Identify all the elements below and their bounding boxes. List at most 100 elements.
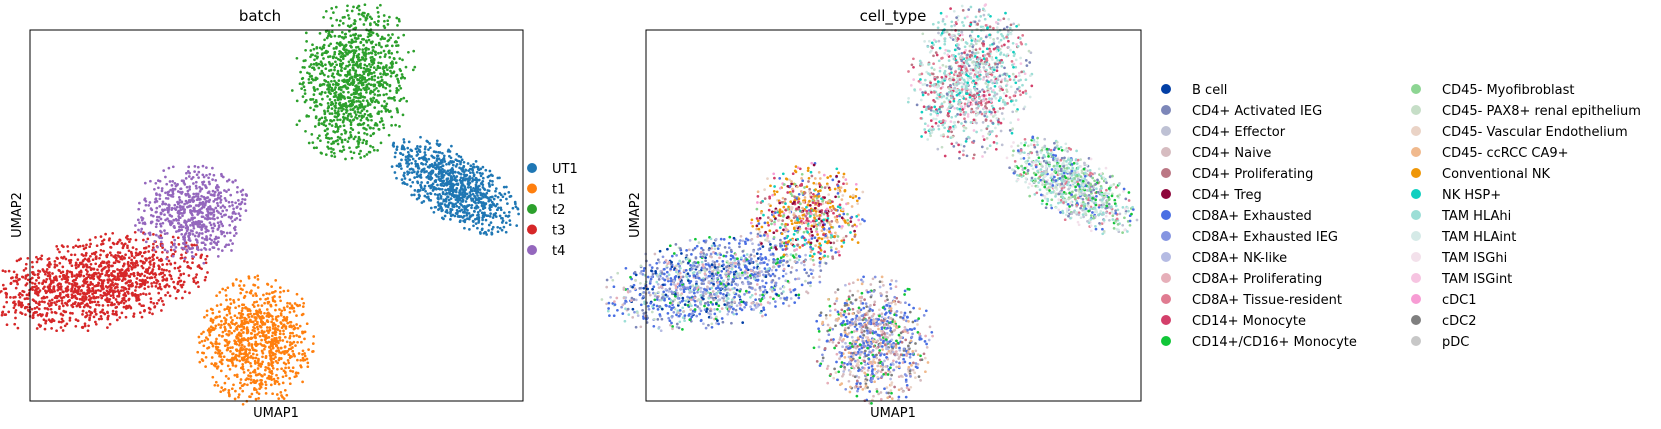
point-t3 — [120, 242, 124, 245]
point-t4 — [209, 242, 212, 245]
point-ut1 — [503, 192, 507, 196]
point-t3 — [83, 322, 87, 326]
point-t3 — [43, 300, 46, 304]
point-t3 — [107, 238, 111, 242]
point-t3 — [77, 265, 80, 268]
point-t3 — [61, 265, 65, 269]
point-t2 — [324, 63, 327, 67]
point-t1 — [241, 306, 244, 310]
point-t3 — [113, 261, 117, 265]
point-t4 — [237, 202, 241, 206]
point-ut1 — [479, 182, 483, 185]
point-ut1 — [420, 181, 423, 184]
point-t4 — [167, 204, 171, 207]
point-t1 — [251, 294, 255, 297]
legend-marker-t3 — [527, 224, 537, 235]
point-t2 — [354, 49, 358, 53]
point-t2 — [388, 83, 392, 87]
point-t2 — [320, 122, 324, 125]
point-t2 — [331, 55, 335, 59]
point-t1 — [252, 312, 256, 316]
point-t2 — [336, 71, 340, 75]
point-ut1 — [390, 165, 394, 168]
point-t4 — [196, 165, 200, 169]
point-t2 — [352, 56, 355, 59]
point-t2 — [357, 34, 360, 38]
point-t3 — [38, 289, 42, 292]
point-t1 — [263, 301, 266, 305]
point-t2 — [377, 41, 381, 45]
point-ut1 — [496, 176, 500, 180]
point-t4 — [177, 216, 181, 220]
point-t3 — [116, 251, 120, 254]
point-t2 — [358, 47, 361, 51]
point-t3 — [87, 259, 90, 263]
point-t4 — [165, 182, 169, 186]
point-t2 — [370, 75, 374, 79]
point-t1 — [211, 318, 215, 322]
point-t2 — [382, 69, 386, 73]
point-t3 — [88, 316, 92, 320]
point-ut1 — [411, 168, 415, 171]
point-ut1 — [479, 232, 482, 235]
point-t3 — [86, 303, 89, 307]
point-t3 — [65, 322, 69, 326]
point-t4 — [207, 205, 210, 209]
point-t4 — [173, 207, 177, 210]
point-ut1 — [446, 195, 449, 198]
point-t3 — [88, 238, 92, 242]
point-ut1 — [443, 214, 447, 218]
point-t1 — [270, 357, 273, 360]
point-ut1 — [482, 203, 486, 207]
point-t4 — [160, 187, 164, 190]
point-t1 — [241, 362, 245, 366]
point-t1 — [300, 313, 304, 317]
point-t3 — [81, 295, 85, 299]
point-t1 — [235, 342, 239, 346]
point-t1 — [214, 342, 217, 345]
point-t1 — [294, 344, 297, 347]
point-t1 — [253, 333, 257, 337]
point-t1 — [238, 341, 242, 345]
point-t2 — [376, 94, 380, 97]
point-t3 — [153, 275, 157, 279]
point-t2 — [340, 109, 344, 113]
point-t3 — [79, 273, 83, 277]
point-ut1 — [476, 194, 479, 197]
point-ut1 — [448, 154, 451, 158]
point-t1 — [211, 311, 215, 315]
point-cd4-effector — [1066, 150, 1069, 153]
point-t2 — [330, 136, 333, 140]
point-t4 — [245, 193, 248, 197]
point-t2 — [341, 96, 345, 99]
point-t3 — [5, 295, 8, 299]
point-t2 — [320, 83, 323, 87]
point-t1 — [278, 308, 281, 311]
point-t3 — [106, 310, 109, 314]
point-t3 — [14, 279, 18, 283]
point-t2 — [329, 103, 333, 107]
point-t4 — [193, 165, 197, 168]
point-t4 — [147, 231, 151, 235]
point-ut1 — [419, 185, 423, 189]
point-t2 — [303, 100, 307, 104]
point-t2 — [346, 73, 349, 77]
point-t4 — [179, 225, 182, 229]
point-t4 — [189, 224, 192, 227]
point-t2 — [339, 88, 343, 92]
point-t4 — [198, 185, 201, 189]
point-t2 — [347, 17, 351, 20]
point-t2 — [384, 73, 388, 76]
point-t3 — [45, 307, 49, 310]
point-t1 — [270, 338, 274, 341]
point-t3 — [111, 309, 115, 313]
point-ut1 — [408, 171, 411, 174]
point-t1 — [220, 351, 224, 355]
point-ut1 — [454, 188, 458, 192]
point-ut1 — [449, 207, 452, 211]
point-t3 — [130, 252, 134, 256]
point-t1 — [247, 374, 250, 377]
point-t4 — [216, 221, 220, 225]
point-t1 — [253, 359, 257, 363]
point-t2 — [308, 75, 312, 78]
